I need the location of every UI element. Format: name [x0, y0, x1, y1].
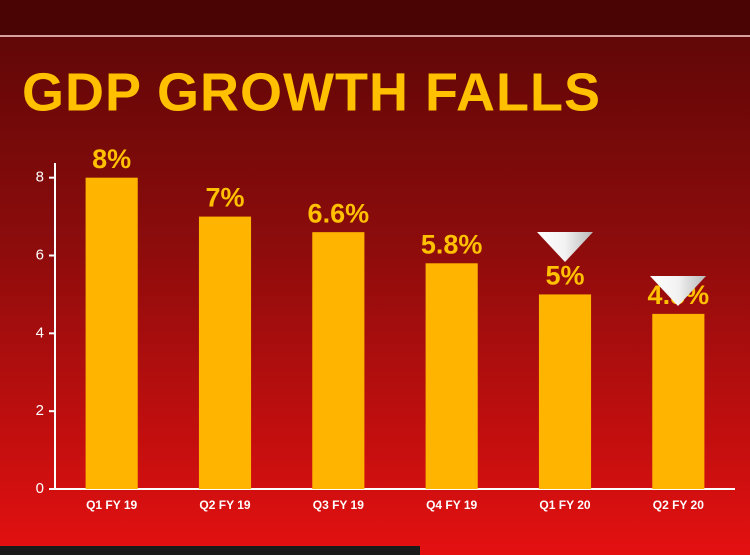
bar: [652, 313, 705, 489]
bar: [538, 294, 592, 489]
value-label: 5.8%: [421, 229, 483, 259]
down-arrow: [537, 232, 593, 262]
y-tick-label: 0: [36, 480, 44, 497]
x-tick-label: Q3 FY 19: [313, 498, 364, 512]
value-label: 7%: [205, 183, 244, 213]
top-strip: [0, 0, 750, 35]
value-label: 8%: [92, 144, 131, 174]
bottom-strip: [0, 546, 420, 555]
x-tick-label: Q2 FY 19: [199, 498, 250, 512]
chart-title: GDP GROWTH FALLS: [22, 62, 601, 122]
x-tick-label: Q1 FY 19: [86, 498, 137, 512]
bar: [312, 232, 365, 490]
y-tick-label: 2: [36, 402, 44, 419]
bar: [425, 263, 478, 489]
x-tick-label: Q1 FY 20: [539, 498, 590, 512]
value-label: 5%: [545, 261, 584, 291]
y-tick-label: 8: [36, 169, 44, 186]
down-arrow: [650, 276, 706, 306]
y-tick-label: 6: [36, 246, 44, 263]
value-label: 6.6%: [308, 198, 370, 228]
bar: [198, 216, 252, 489]
x-tick-label: Q2 FY 20: [653, 498, 704, 512]
bar: [85, 177, 138, 490]
x-tick-label: Q4 FY 19: [426, 498, 477, 512]
y-tick-label: 4: [36, 324, 44, 341]
